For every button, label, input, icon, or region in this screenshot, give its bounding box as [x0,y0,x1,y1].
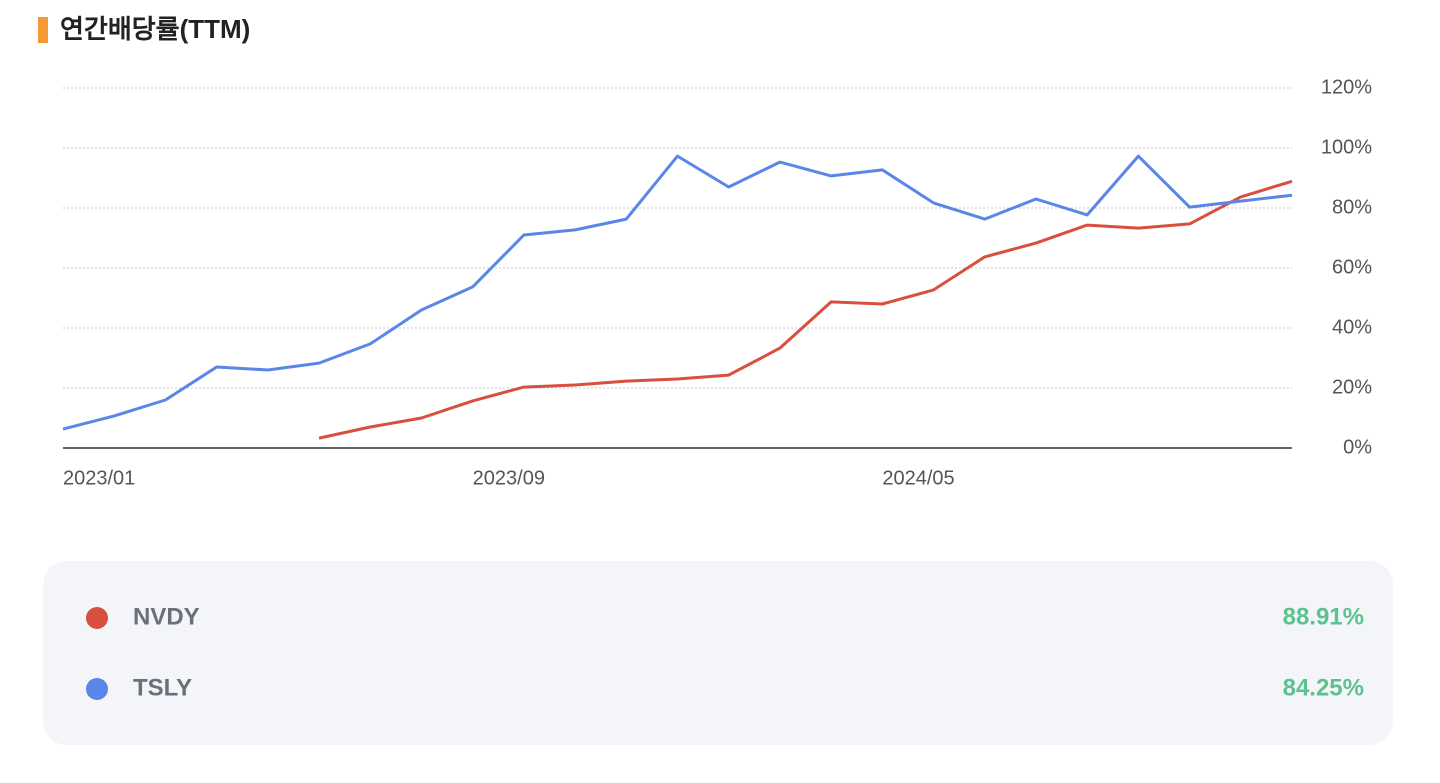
y-tick-label: 40% [1332,316,1372,338]
legend-name: TSLY [133,674,192,701]
y-tick-label: 20% [1332,376,1372,398]
y-tick-label: 60% [1332,256,1372,278]
y-tick-label: 120% [1321,76,1372,98]
series-line [318,179,1293,440]
x-tick-label: 2023/01 [63,467,135,489]
legend-name: NVDY [133,603,200,630]
chart-title: 연간배당률(TTM) [60,14,250,44]
x-tick-label: 2023/09 [473,467,545,489]
series-line [62,154,1293,431]
y-tick-label: 100% [1321,136,1372,158]
legend-card [43,561,1393,745]
legend-value: 84.25% [1283,674,1364,701]
y-tick-label: 0% [1343,436,1372,458]
legend-dot [86,678,108,700]
legend-value: 88.91% [1283,603,1364,630]
legend-dot [86,607,108,629]
title-marker [38,17,48,43]
x-tick-label: 2024/05 [882,467,954,489]
y-tick-label: 80% [1332,196,1372,218]
